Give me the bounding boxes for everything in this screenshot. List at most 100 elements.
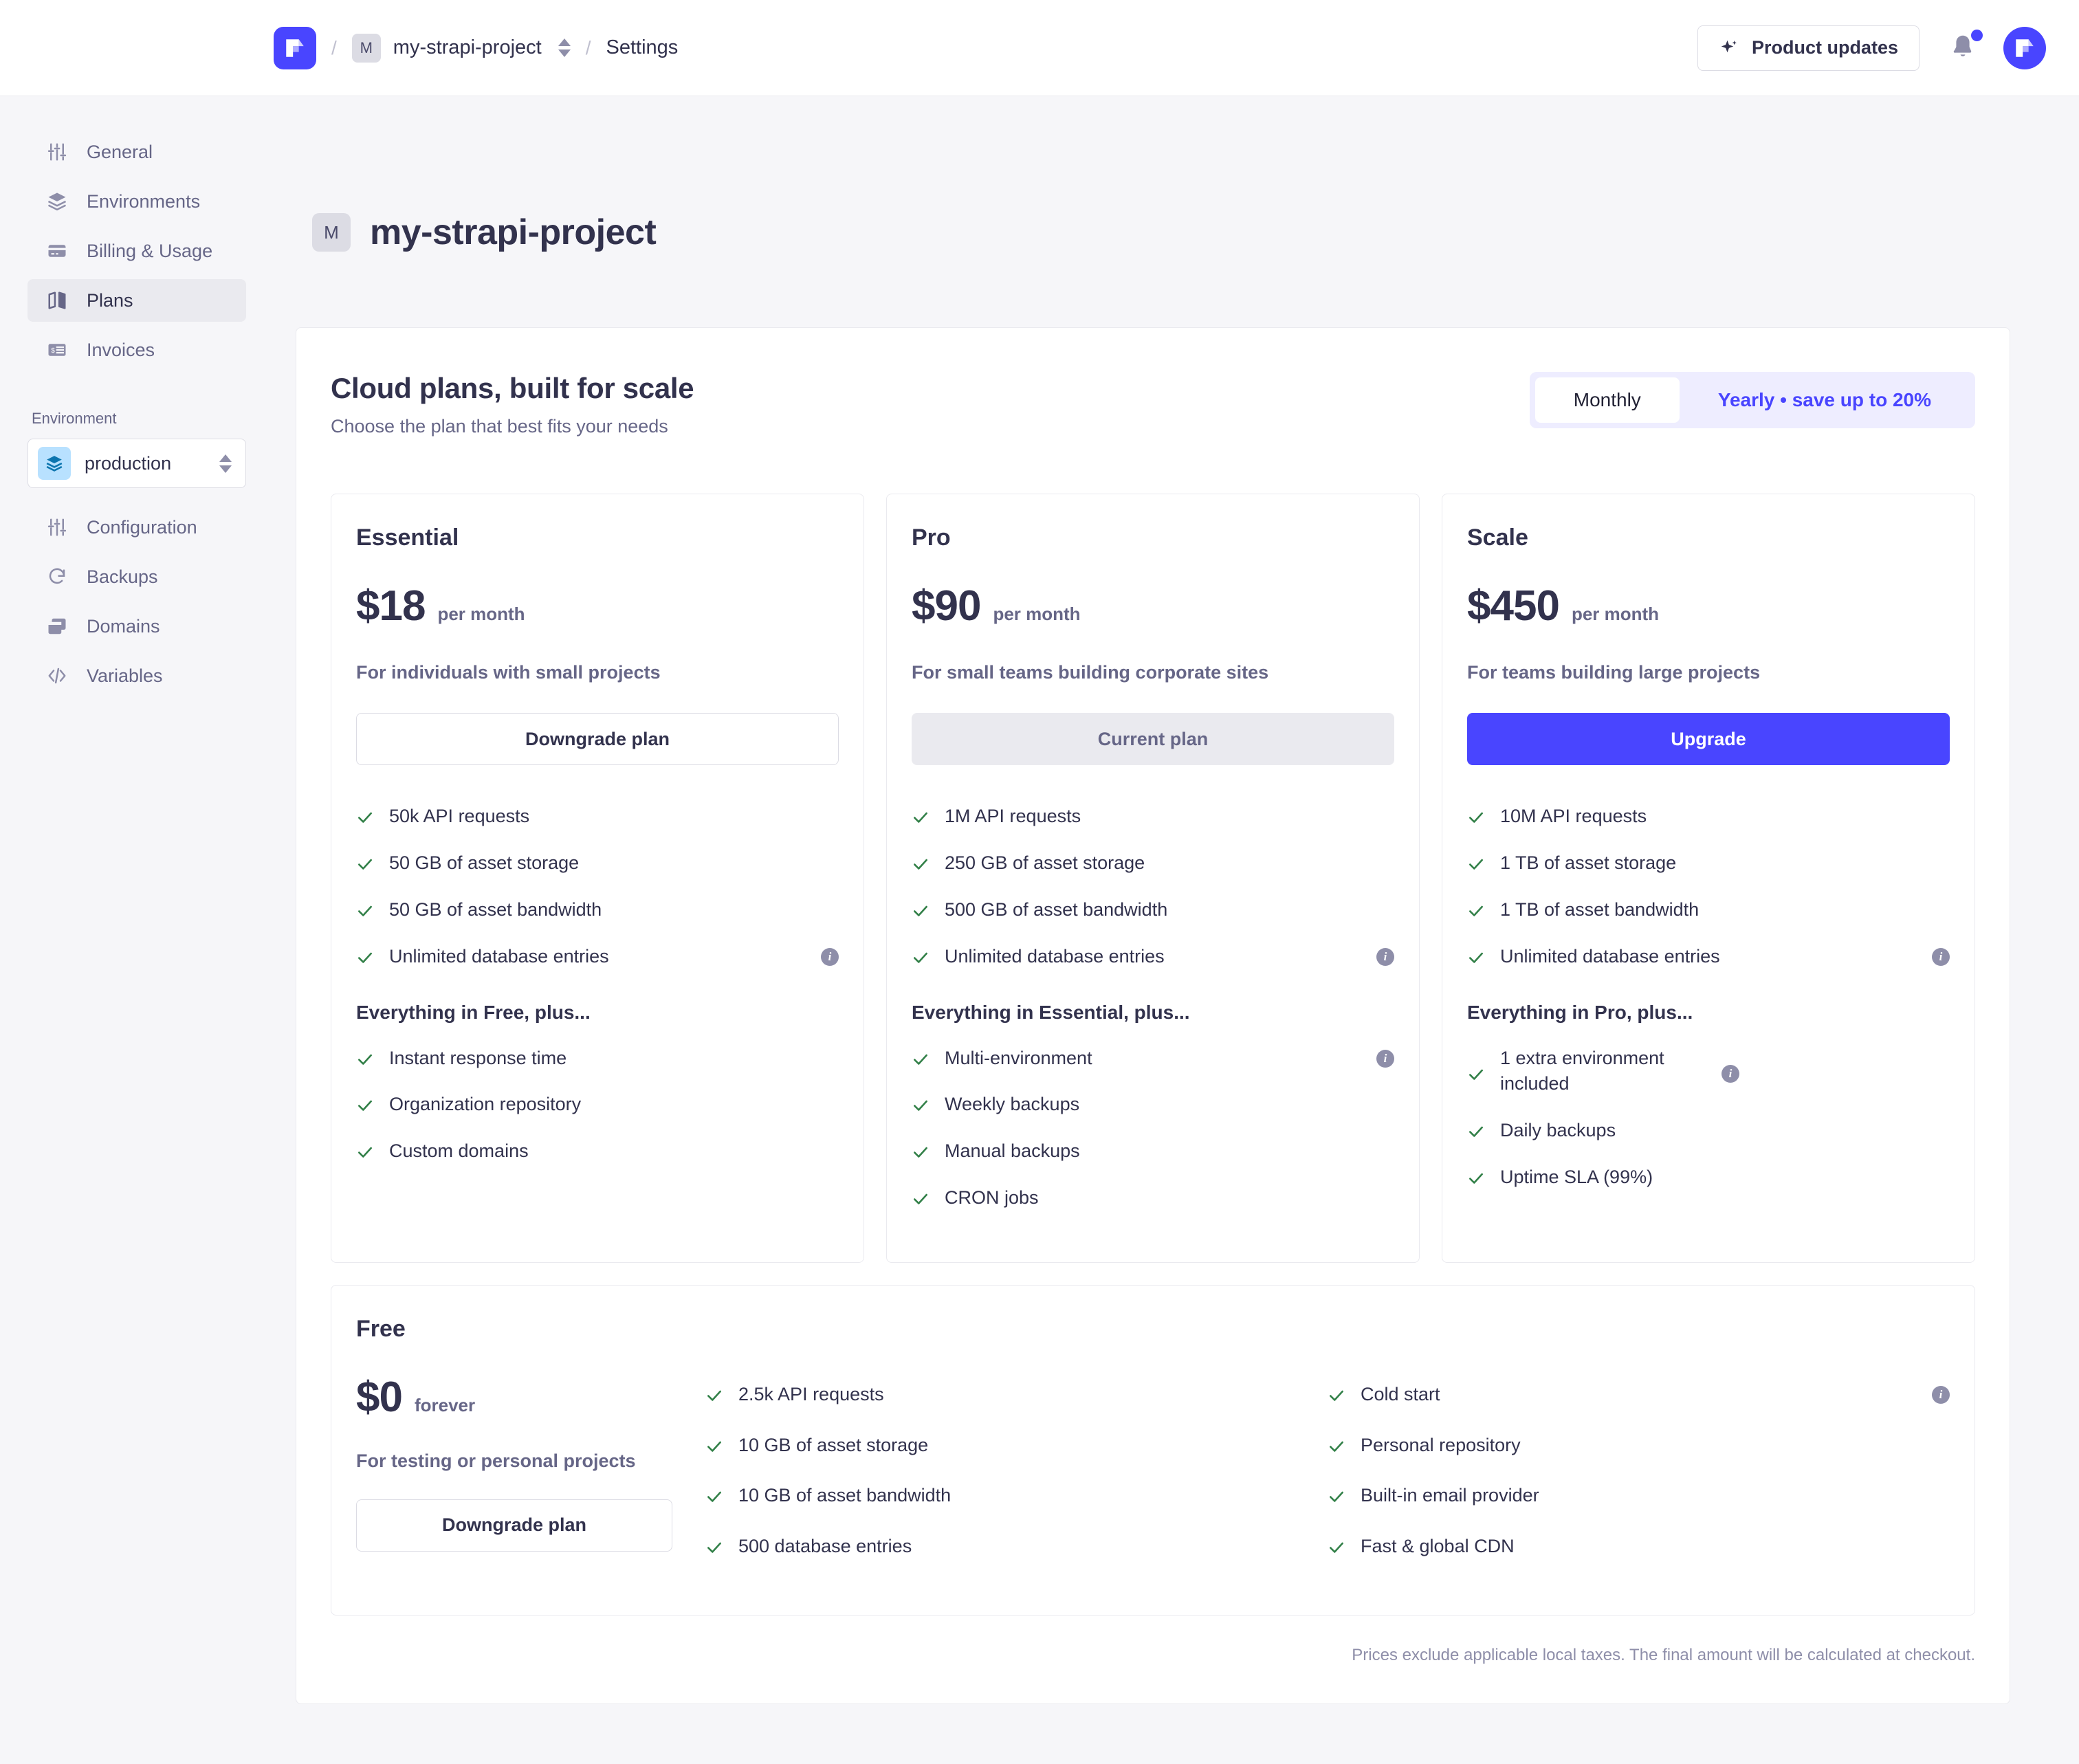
plan-cta-button[interactable]: Downgrade plan: [356, 713, 839, 766]
check-icon: [356, 901, 374, 919]
plan-card-pro: Pro $90 per month For small teams buildi…: [886, 494, 1420, 1263]
plan-name: Scale: [1467, 525, 1528, 551]
sidebar-item-plans[interactable]: Plans: [28, 279, 246, 322]
plan-feature-label: 10 GB of asset storage: [738, 1434, 929, 1455]
plan-feature: Organization repository: [356, 1092, 839, 1118]
plan-feature: 2.5k API requests: [705, 1382, 1328, 1408]
plan-price-row: $18 per month: [356, 582, 839, 630]
svg-text:$: $: [51, 347, 55, 355]
check-icon: [1467, 948, 1485, 966]
sidebar-item-environments[interactable]: Environments: [28, 180, 246, 223]
check-icon: [1328, 1487, 1345, 1505]
plan-feature: 10 GB of asset storage: [705, 1433, 1328, 1459]
plan-feature: 10M API requests: [1467, 804, 1950, 830]
product-updates-button[interactable]: Product updates: [1697, 25, 1920, 71]
check-icon: [356, 1143, 374, 1160]
plan-price: $18: [356, 582, 426, 630]
plan-feature: Unlimited database entries i: [1467, 944, 1950, 970]
plan-feature-label: Custom domains: [389, 1140, 529, 1162]
strapi-logo-icon[interactable]: [274, 26, 316, 69]
product-updates-label: Product updates: [1751, 37, 1898, 58]
plan-feature-label: 10 GB of asset bandwidth: [738, 1485, 952, 1506]
project-breadcrumb-selector[interactable]: M my-strapi-project: [351, 33, 571, 63]
plan-feature-label: Personal repository: [1361, 1434, 1521, 1455]
sidebar-item-billing-usage[interactable]: Billing & Usage: [28, 230, 246, 272]
check-icon: [356, 948, 374, 966]
plan-feature-label: Cold start: [1361, 1383, 1440, 1404]
plan-feature: Custom domains: [356, 1138, 839, 1165]
plans-subtitle: Choose the plan that best fits your need…: [331, 416, 668, 437]
page-project-avatar: M: [312, 213, 351, 252]
check-icon: [356, 855, 374, 872]
chevron-updown-icon[interactable]: [558, 38, 571, 57]
plan-feature: 50 GB of asset storage: [356, 850, 839, 877]
check-icon: [705, 1538, 723, 1556]
info-icon[interactable]: i: [1376, 947, 1394, 966]
sidebar-item-label: Configuration: [87, 516, 197, 538]
info-icon[interactable]: i: [1932, 947, 1950, 966]
plan-feature-label: 1 TB of asset storage: [1500, 852, 1677, 874]
check-icon: [705, 1386, 723, 1404]
plan-feature: 500 GB of asset bandwidth: [912, 897, 1394, 923]
plans-panel: Cloud plans, built for scale Choose the …: [296, 327, 2010, 1704]
billing-toggle-yearly[interactable]: Yearly • save up to 20%: [1717, 389, 1931, 410]
sidebar-item-variables[interactable]: Variables: [28, 654, 246, 697]
check-icon: [1467, 808, 1485, 826]
plan-feature-label: Unlimited database entries: [389, 945, 609, 967]
plan-feature: Weekly backups: [912, 1092, 1394, 1118]
layers-icon: [38, 447, 71, 480]
plan-name: Essential: [356, 525, 459, 551]
sliders-icon: [45, 140, 69, 164]
project-name-label: my-strapi-project: [393, 36, 542, 58]
notifications-button[interactable]: [1947, 29, 1983, 65]
credit-card-icon: [45, 239, 69, 263]
sidebar-item-backups[interactable]: Backups: [28, 555, 246, 598]
free-plan-summary: Free $0 forever For testing or personal …: [356, 1316, 672, 1585]
plan-cta-button[interactable]: Upgrade: [1467, 713, 1950, 766]
window-icon: [45, 615, 69, 638]
chevron-updown-icon[interactable]: [219, 454, 232, 473]
plan-feature: Multi-environment i: [912, 1046, 1394, 1072]
plan-feature: Uptime SLA (99%): [1467, 1165, 1950, 1191]
plan-feature-label: 10M API requests: [1500, 806, 1647, 827]
plan-period: forever: [414, 1394, 476, 1415]
plan-feature-label: Instant response time: [389, 1047, 567, 1068]
plan-feature-label: Organization repository: [389, 1094, 582, 1115]
check-icon: [1467, 855, 1485, 872]
plan-cta-button[interactable]: Downgrade plan: [356, 1499, 672, 1552]
plans-title: Cloud plans, built for scale: [331, 372, 694, 404]
environment-select[interactable]: production: [28, 439, 246, 488]
billing-period-toggle: Monthly Yearly • save up to 20%: [1529, 372, 1975, 428]
plan-feature: 50k API requests: [356, 804, 839, 830]
plan-feature-group-title: Everything in Essential, plus...: [912, 1001, 1190, 1023]
sidebar-item-invoices[interactable]: $ Invoices: [28, 329, 246, 371]
sidebar-item-domains[interactable]: Domains: [28, 605, 246, 648]
check-icon: [1328, 1386, 1345, 1404]
plan-feature: 10 GB of asset bandwidth: [705, 1483, 1328, 1509]
plan-feature: Fast & global CDN: [1328, 1534, 1950, 1560]
sidebar-item-configuration[interactable]: Configuration: [28, 506, 246, 549]
info-icon[interactable]: i: [1722, 1064, 1739, 1083]
environment-select-group: production: [28, 439, 246, 488]
plan-feature: CRON jobs: [912, 1185, 1394, 1211]
billing-toggle-monthly[interactable]: Monthly: [1534, 377, 1680, 423]
check-icon: [705, 1437, 723, 1455]
plan-feature-label: Uptime SLA (99%): [1500, 1166, 1653, 1187]
page-title: my-strapi-project: [370, 212, 657, 252]
plan-card-essential: Essential $18 per month For individuals …: [331, 494, 864, 1263]
check-icon: [356, 1096, 374, 1114]
check-icon: [912, 855, 930, 872]
breadcrumb-settings[interactable]: Settings: [606, 36, 679, 58]
plan-feature-label: 1 extra environment included: [1500, 1047, 1664, 1094]
breadcrumb-separator-2: /: [585, 36, 591, 58]
check-icon: [356, 808, 374, 826]
plan-description: For small teams building corporate sites: [912, 662, 1269, 683]
sidebar-item-general[interactable]: General: [28, 131, 246, 173]
info-icon[interactable]: i: [1376, 1049, 1394, 1068]
info-icon[interactable]: i: [821, 947, 839, 966]
check-icon: [705, 1487, 723, 1505]
info-icon[interactable]: i: [1932, 1385, 1950, 1404]
plan-card-scale: Scale $450 per month For teams building …: [1442, 494, 1975, 1263]
environment-section-label: Environment: [32, 410, 117, 427]
user-avatar-icon[interactable]: [2003, 26, 2046, 69]
